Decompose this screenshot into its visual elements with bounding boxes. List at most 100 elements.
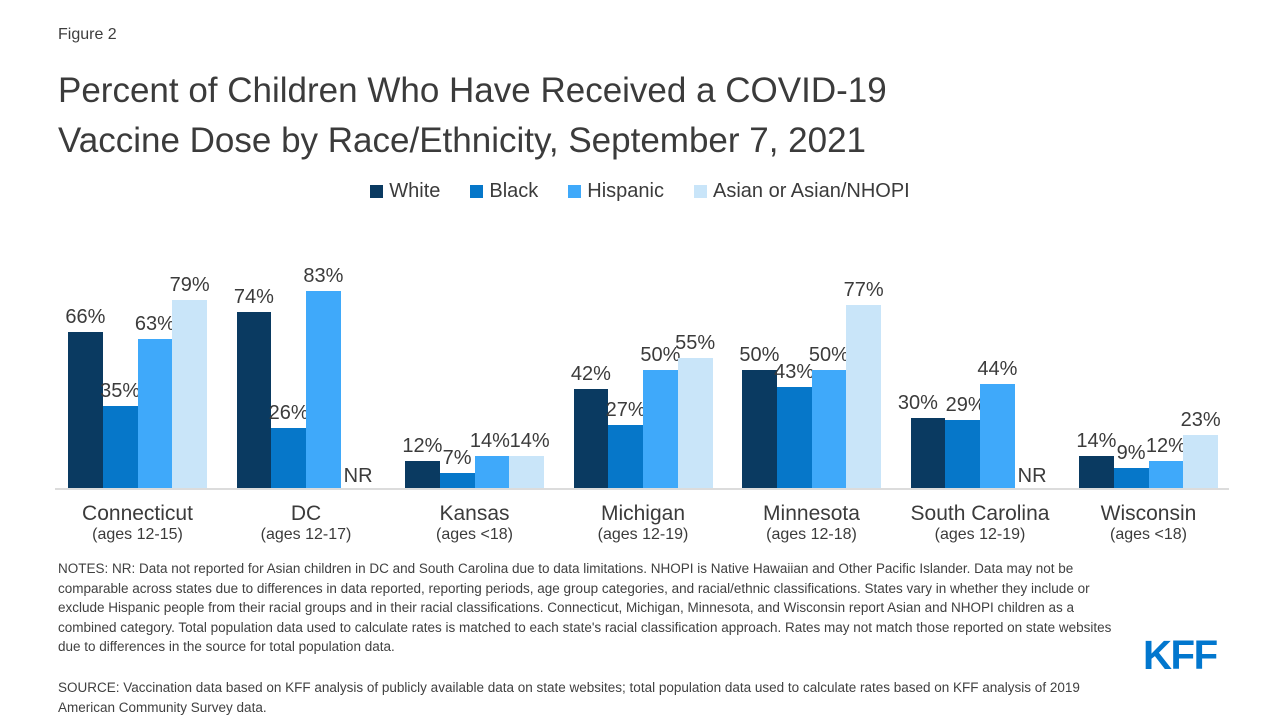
bar xyxy=(405,461,440,490)
legend-swatch-icon xyxy=(568,185,582,198)
x-axis-label: Minnesota (ages 12-18) xyxy=(742,502,881,544)
state-name: Wisconsin xyxy=(1100,502,1197,525)
state-name: Michigan xyxy=(600,502,686,525)
bar xyxy=(1183,434,1218,490)
value-label: 50% xyxy=(640,344,681,366)
bar xyxy=(643,370,678,490)
bar xyxy=(306,290,341,490)
bar xyxy=(102,406,138,490)
bar xyxy=(846,305,881,490)
state-age-range: (ages <18) xyxy=(1110,526,1187,543)
legend-item: White xyxy=(370,180,440,203)
bar xyxy=(945,420,980,490)
state-age-range: (ages 12-18) xyxy=(766,526,857,543)
bar xyxy=(172,300,207,490)
bar-group: 14% 9% 12% 23% xyxy=(1076,250,1221,490)
value-label: 27% xyxy=(605,399,646,422)
bar xyxy=(236,312,272,490)
value-label: 29% xyxy=(945,394,986,417)
state-age-range: (ages <18) xyxy=(436,526,513,543)
source-text: SOURCE: Vaccination data based on KFF an… xyxy=(58,680,1080,715)
chart-title-line-1: Percent of Children Who Have Received a … xyxy=(58,71,887,110)
x-axis-line xyxy=(55,488,1229,490)
chart-area: 66% 35% 63% 79% 74% 26% 83% NR 12% 7% 14% 14% 42% 27%… xyxy=(65,250,1228,490)
bar xyxy=(811,370,847,490)
bar xyxy=(1079,456,1114,490)
state-age-range: (ages 12-15) xyxy=(92,526,183,543)
bar xyxy=(68,331,103,490)
bar-group: 66% 35% 63% 79% xyxy=(65,250,210,490)
value-label: 14% xyxy=(1076,430,1117,453)
value-label: 42% xyxy=(570,363,611,386)
bar xyxy=(776,386,812,490)
value-label: 23% xyxy=(1180,408,1221,431)
notes-text: NOTES: NR: Data not reported for Asian c… xyxy=(58,561,1112,655)
value-label: 79% xyxy=(169,274,210,297)
state-age-range: (ages 12-17) xyxy=(260,526,352,543)
state-age-range: (ages 12-19) xyxy=(934,526,1026,543)
value-label: 9% xyxy=(1116,442,1146,465)
legend-item: Asian or Asian/NHOPI xyxy=(693,180,910,203)
value-label: 12% xyxy=(1145,435,1186,458)
legend-label: Asian or Asian/NHOPI xyxy=(712,180,910,202)
bar-group: 50% 43% 50% 77% xyxy=(739,250,884,490)
legend-swatch-icon xyxy=(470,185,484,198)
state-age-range: (ages 12-19) xyxy=(597,526,689,543)
value-label: 12% xyxy=(402,435,443,458)
state-name: Connecticut xyxy=(82,502,193,525)
value-label: 74% xyxy=(233,286,274,309)
value-label: 63% xyxy=(134,312,175,335)
legend-item: Hispanic xyxy=(568,180,664,203)
legend-swatch-icon xyxy=(370,185,384,198)
figure-label: Figure 2 xyxy=(58,26,117,43)
value-label: 50% xyxy=(739,344,780,366)
legend: White Black Hispanic Asian or Asian/NHOPI xyxy=(0,180,1280,203)
bar-group: 30% 29% 44% NR xyxy=(898,250,1050,490)
value-label: 44% xyxy=(977,358,1018,381)
x-axis-label: Michigan (ages 12-19) xyxy=(574,502,713,544)
value-label: 66% xyxy=(65,305,106,328)
nr-label: NR xyxy=(1017,465,1047,487)
legend-label: White xyxy=(389,180,441,202)
bar xyxy=(910,418,946,490)
value-label: 35% xyxy=(100,380,141,402)
value-label: 43% xyxy=(774,360,815,383)
bar xyxy=(677,358,713,490)
bar xyxy=(439,473,475,490)
value-label: 50% xyxy=(808,344,849,366)
chart-title: Percent of Children Who Have Received a … xyxy=(58,66,887,166)
state-name: Minnesota xyxy=(763,502,860,525)
x-axis: Connecticut (ages 12-15) DC (ages 12-17) Kan… xyxy=(68,502,1228,554)
bar xyxy=(742,370,777,490)
legend-label: Hispanic xyxy=(587,180,664,202)
bar xyxy=(474,456,510,490)
bar xyxy=(573,389,609,490)
value-label: 77% xyxy=(843,279,884,302)
bar-group: 12% 7% 14% 14% xyxy=(402,250,550,490)
state-name: DC xyxy=(290,502,322,525)
state-name: South Carolina xyxy=(910,502,1050,525)
value-label: 14% xyxy=(469,430,510,453)
x-axis-label: Kansas (ages <18) xyxy=(405,502,544,544)
value-label: 14% xyxy=(509,430,550,453)
bar xyxy=(137,338,173,490)
bar xyxy=(1148,461,1184,490)
bar xyxy=(509,456,544,490)
value-label: 7% xyxy=(442,447,472,470)
value-label: 26% xyxy=(268,401,309,424)
legend-item: Black xyxy=(470,180,538,203)
legend-label: Black xyxy=(489,180,539,202)
bar xyxy=(271,427,306,490)
bar xyxy=(1113,468,1149,490)
kff-logo: KFF xyxy=(1143,632,1218,678)
chart-title-line-2: Vaccine Dose by Race/Ethnicity, Septembe… xyxy=(58,121,867,160)
x-axis-label: DC (ages 12-17) xyxy=(237,502,376,544)
bar xyxy=(980,384,1015,490)
value-label: 83% xyxy=(303,264,344,287)
nr-label: NR xyxy=(343,465,373,487)
bar xyxy=(608,425,643,490)
value-label: 30% xyxy=(897,392,938,414)
x-axis-label: Wisconsin (ages <18) xyxy=(1079,502,1218,544)
value-label: 55% xyxy=(675,332,716,354)
